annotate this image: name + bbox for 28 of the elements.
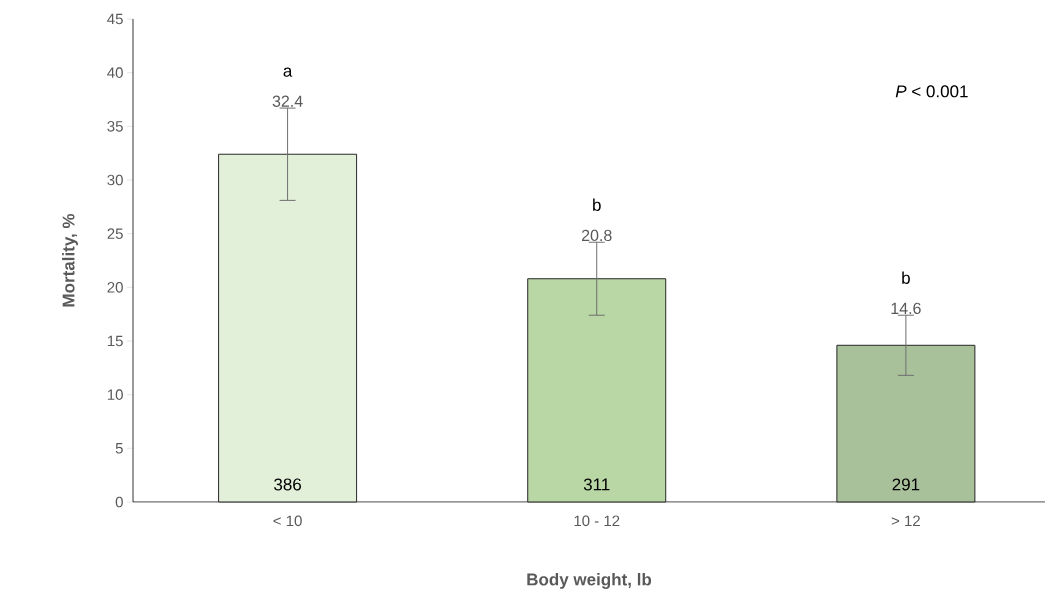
y-tick-label: 25 — [107, 228, 123, 239]
bar — [836, 344, 976, 503]
annotation: a — [283, 67, 293, 77]
x-tick-label: < 10 — [273, 515, 302, 527]
data-label: 20.8 — [581, 229, 612, 242]
annotation: b — [902, 271, 910, 284]
x-tick-label: 10 - 12 — [574, 515, 620, 527]
y-tick-label: 20 — [107, 282, 123, 293]
x-axis-title: Body weight, lb — [527, 573, 652, 589]
data-label: 32.4 — [272, 95, 303, 107]
annotation: P < 0.001 — [895, 85, 968, 98]
y-tick-label: 30 — [107, 174, 123, 186]
y-tick-label: 0 — [115, 496, 123, 508]
data-label: 14.6 — [891, 302, 921, 315]
y-tick-label: 5 — [115, 443, 123, 454]
x-tick-label: > 12 — [891, 515, 920, 526]
y-tick-label: 35 — [107, 121, 123, 132]
annotation: 311 — [583, 478, 610, 491]
y-tick-label: 10 — [107, 389, 123, 400]
annotation: b — [593, 198, 601, 211]
annotation: 291 — [892, 478, 920, 491]
y-tick-label: 45 — [107, 13, 123, 25]
y-tick-label: 40 — [107, 67, 123, 78]
y-axis-title: Mortality, % — [62, 213, 78, 307]
bar — [218, 153, 358, 503]
bar — [527, 278, 667, 503]
annotation: 386 — [274, 478, 302, 491]
y-tick-label: 15 — [107, 335, 123, 347]
